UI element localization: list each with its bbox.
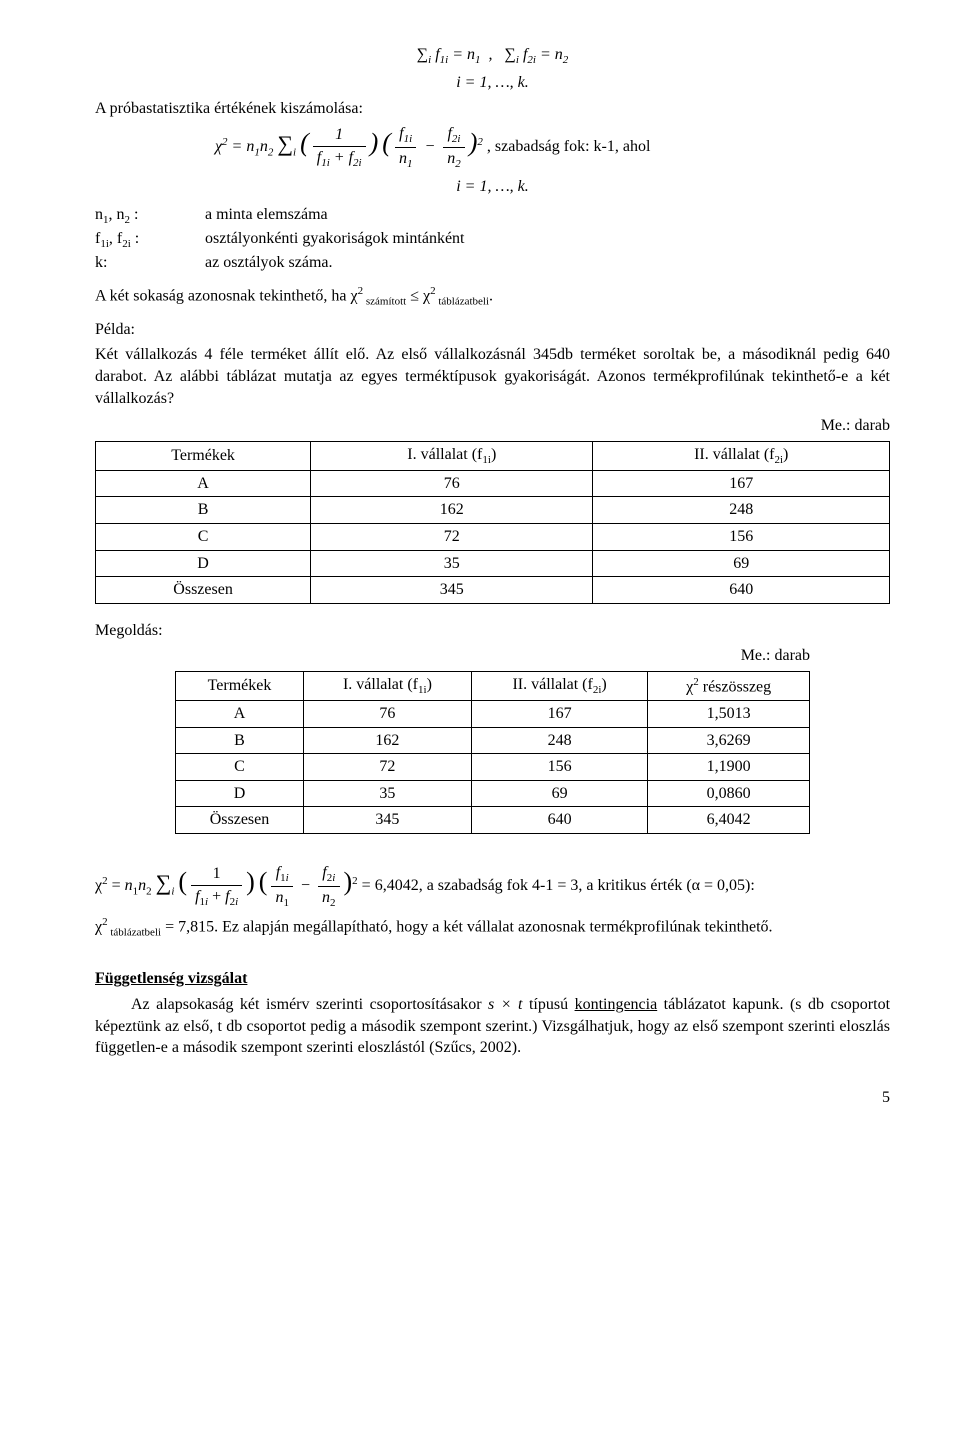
independence-title: Függetlenség vizsgálat [95, 968, 890, 990]
page-number: 5 [95, 1087, 890, 1109]
t1-h1: I. vállalat (f1i) [311, 441, 593, 470]
table-cell: 248 [471, 727, 647, 754]
table-cell: 162 [311, 497, 593, 524]
range-1: i = 1, …, k. [95, 72, 890, 94]
table-cell: 1,5013 [648, 701, 810, 728]
table-cell: D [176, 780, 304, 807]
chi-square-formula: χ2 = n1n2 ∑i ( 1 f1i + f2i ) ( f1i n1 − … [95, 123, 890, 172]
result-tail1: , a szabadság fok 4-1 = 3, a kritikus ér… [419, 877, 755, 894]
table-cell: 76 [311, 470, 593, 497]
def-k-term: k: [95, 252, 205, 274]
table-cell: C [96, 524, 311, 551]
table-cell: B [96, 497, 311, 524]
table-cell: 76 [303, 701, 471, 728]
table-row: Összesen3456406,4042 [176, 807, 810, 834]
table-row: C721561,1900 [176, 754, 810, 781]
table-row: D3569 [96, 550, 890, 577]
ind-p1a: Az alapsokaság két ismérv szerinti csopo… [131, 996, 488, 1013]
ind-em: s × t [488, 996, 522, 1013]
range-2: i = 1, …, k. [95, 176, 890, 198]
table-cell: 0,0860 [648, 780, 810, 807]
table-cell: 69 [471, 780, 647, 807]
result-line-2: χ2 táblázatbeli = 7,815. Ez alapján megá… [95, 915, 890, 940]
table-cell: 345 [311, 577, 593, 604]
table-1: Termékek I. vállalat (f1i) II. vállalat … [95, 441, 890, 604]
table-cell: B [176, 727, 304, 754]
chi-suffix: , szabadság fok: k-1, ahol [487, 138, 651, 155]
t2-h1: I. vállalat (f1i) [303, 672, 471, 701]
def-f-term: f1i, f2i : [95, 228, 205, 252]
t1-h2: II. vállalat (f2i) [593, 441, 890, 470]
table-row: Termékek I. vállalat (f1i) II. vállalat … [176, 672, 810, 701]
table-cell: 156 [593, 524, 890, 551]
table-cell: 3,6269 [648, 727, 810, 754]
ind-p1b: típusú [522, 996, 574, 1013]
definitions: n1, n2 : a minta elemszáma f1i, f2i : os… [95, 204, 890, 274]
table-row: Termékek I. vállalat (f1i) II. vállalat … [96, 441, 890, 470]
table-cell: 345 [303, 807, 471, 834]
def-n-term: n1, n2 : [95, 204, 205, 228]
def-n-desc: a minta elemszáma [205, 204, 890, 228]
table-cell: 156 [471, 754, 647, 781]
table-cell: Összesen [96, 577, 311, 604]
sum-f2: ∑i f2i = n2 [505, 46, 569, 63]
t2-h2: II. vállalat (f2i) [471, 672, 647, 701]
table-row: B162248 [96, 497, 890, 524]
criterion: A két sokaság azonosnak tekinthető, ha χ… [95, 284, 890, 309]
formula-sums: ∑i f1i = n1 , ∑i f2i = n2 [95, 44, 890, 68]
table-cell: 162 [303, 727, 471, 754]
table-row: Összesen345640 [96, 577, 890, 604]
table-cell: 248 [593, 497, 890, 524]
table-cell: 72 [311, 524, 593, 551]
table-row: C72156 [96, 524, 890, 551]
sum-f1: ∑i f1i = n1 [417, 46, 481, 63]
table-cell: Összesen [176, 807, 304, 834]
t2-h0: Termékek [176, 672, 304, 701]
table-cell: 167 [593, 470, 890, 497]
example-text: Két vállalkozás 4 féle terméket állít el… [95, 344, 890, 409]
table-row: A761671,5013 [176, 701, 810, 728]
table-2: Termékek I. vállalat (f1i) II. vállalat … [175, 671, 810, 834]
def-f-desc: osztályonkénti gyakoriságok mintánként [205, 228, 890, 252]
ind-u: kontingencia [575, 996, 658, 1013]
table-cell: C [176, 754, 304, 781]
table-cell: A [96, 470, 311, 497]
table-cell: 640 [593, 577, 890, 604]
intro-line: A próbastatisztika értékének kiszámolása… [95, 98, 890, 120]
table-cell: 6,4042 [648, 807, 810, 834]
table-cell: 35 [311, 550, 593, 577]
table-cell: A [176, 701, 304, 728]
table-cell: 72 [303, 754, 471, 781]
t1-h0: Termékek [96, 441, 311, 470]
me-label-2: Me.: darab [175, 645, 810, 667]
table-cell: 640 [471, 807, 647, 834]
table-cell: D [96, 550, 311, 577]
t2-h3: χ2 részösszeg [648, 672, 810, 701]
table-row: A76167 [96, 470, 890, 497]
table-cell: 69 [593, 550, 890, 577]
table-row: D35690,0860 [176, 780, 810, 807]
def-k-desc: az osztályok száma. [205, 252, 890, 274]
table-cell: 167 [471, 701, 647, 728]
table-row: B1622483,6269 [176, 727, 810, 754]
example-title: Példa: [95, 319, 890, 341]
solution-label: Megoldás: [95, 620, 890, 642]
me-label-1: Me.: darab [95, 415, 890, 437]
table-cell: 35 [303, 780, 471, 807]
table-cell: 1,1900 [648, 754, 810, 781]
result-line-1: χ2 = n1n2 ∑i ( 1 f1i + f2i ) ( f1i n1 − … [95, 862, 890, 911]
independence-para: Az alapsokaság két ismérv szerinti csopo… [95, 994, 890, 1059]
